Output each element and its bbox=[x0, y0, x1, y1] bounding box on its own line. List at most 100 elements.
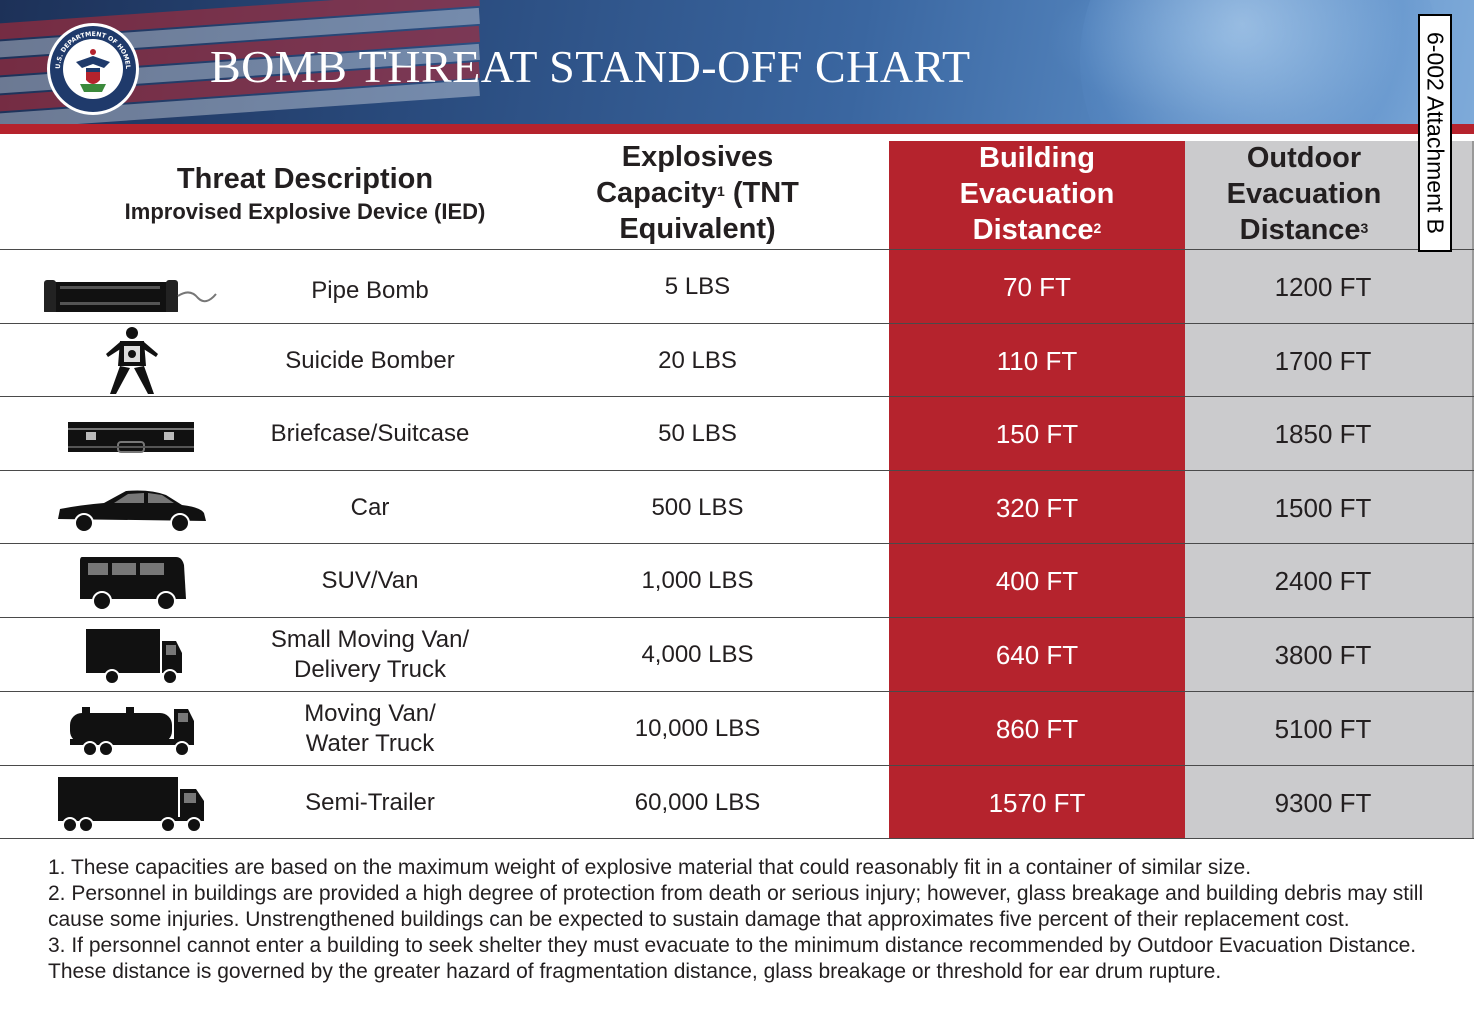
table-row: Small Moving Van/ Delivery Truck 4,000 L… bbox=[0, 618, 1474, 692]
page-title: BOMB THREAT STAND-OFF CHART bbox=[210, 41, 971, 92]
outdoor-column-header: Outdoor Evacuation Distance3 bbox=[1185, 140, 1423, 248]
footnote-ref-3: 3 bbox=[1360, 220, 1369, 236]
row-icon-cell bbox=[40, 397, 220, 471]
row-divider bbox=[0, 691, 1474, 692]
van-icon bbox=[80, 557, 186, 611]
row-icon-cell bbox=[40, 544, 220, 618]
table-right-border bbox=[1472, 141, 1474, 839]
building-header-line: Building bbox=[979, 142, 1095, 174]
row-divider bbox=[0, 765, 1474, 766]
building-distance-cell: 1570 FT bbox=[988, 788, 1086, 818]
explosives-header-suffix: (TNT Equivalent) bbox=[619, 177, 799, 245]
outdoor-header-line: Outdoor bbox=[1246, 142, 1362, 174]
threat-name-cell: Semi-Trailer bbox=[230, 766, 510, 840]
threat-name-cell: SUV/Van bbox=[230, 544, 510, 618]
briefcase-icon bbox=[68, 422, 194, 453]
capacity-cell: 20 LBS bbox=[658, 347, 737, 374]
capacity-cell: 4,000 LBS bbox=[641, 641, 754, 668]
suicide-bomber-icon bbox=[106, 327, 158, 394]
threat-name-cell: Pipe Bomb bbox=[230, 254, 510, 328]
building-column-header: Building Evacuation Distance2 bbox=[889, 140, 1185, 248]
building-distance-cell: 640 FT bbox=[995, 640, 1079, 670]
building-distance-cell: 320 FT bbox=[995, 493, 1079, 523]
footnote-3: 3. If personnel cannot enter a building … bbox=[48, 934, 1417, 983]
building-distance-cell: 110 FT bbox=[996, 346, 1078, 376]
threat-name-line2: Delivery Truck bbox=[293, 656, 447, 683]
row-icon-cell bbox=[40, 471, 220, 545]
capacity-cell: 500 LBS bbox=[651, 494, 744, 521]
attachment-label: 6-002 Attachment B bbox=[1422, 31, 1449, 235]
table-row: Moving Van/ Water Truck 10,000 LBS 860 F… bbox=[0, 692, 1474, 766]
globe-graphic bbox=[1080, 0, 1440, 124]
row-icon-cell bbox=[40, 618, 220, 692]
row-divider bbox=[0, 617, 1474, 618]
capacity-cell: 60,000 LBS bbox=[634, 789, 761, 816]
building-header-line: Evacuation bbox=[959, 178, 1115, 210]
water-truck-icon bbox=[70, 707, 194, 757]
outdoor-distance-cell: 1700 FT bbox=[1274, 346, 1372, 376]
threat-name: Small Moving Van/ bbox=[270, 626, 470, 653]
row-divider bbox=[0, 543, 1474, 544]
threat-name: Car bbox=[350, 494, 390, 521]
row-divider bbox=[0, 323, 1474, 324]
explosives-column-header: Explosives Capacity1 (TNT Equivalent) bbox=[560, 139, 835, 247]
threat-name: Briefcase/Suitcase bbox=[270, 420, 470, 447]
explosives-header-label: Explosives Capacity bbox=[596, 141, 774, 209]
outdoor-distance-cell: 1200 FT bbox=[1274, 272, 1372, 302]
outdoor-distance-cell: 2400 FT bbox=[1274, 566, 1372, 596]
threat-column-header: Threat Description bbox=[176, 163, 434, 195]
outdoor-distance-cell: 9300 FT bbox=[1274, 788, 1372, 818]
row-icon-cell bbox=[40, 692, 220, 766]
footnote-1: 1. These capacities are based on the max… bbox=[48, 856, 1252, 879]
outdoor-distance-cell: 3800 FT bbox=[1274, 640, 1372, 670]
threat-name: Suicide Bomber bbox=[285, 347, 455, 374]
table-row: Pipe Bomb 5 LBS 70 FT 1200 FT bbox=[0, 250, 1474, 324]
outdoor-column-bg bbox=[1185, 141, 1473, 839]
row-divider bbox=[0, 249, 1474, 250]
threat-name: Semi-Trailer bbox=[305, 789, 435, 816]
table-row: SUV/Van 1,000 LBS 400 FT 2400 FT bbox=[0, 544, 1474, 618]
car-icon bbox=[58, 490, 206, 533]
capacity-cell: 10,000 LBS bbox=[634, 715, 761, 742]
outdoor-distance-cell: 1850 FT bbox=[1274, 419, 1372, 449]
threat-name-cell: Moving Van/ Water Truck bbox=[230, 692, 510, 766]
building-distance-cell: 400 FT bbox=[995, 566, 1079, 596]
row-icon-cell bbox=[40, 250, 220, 324]
table-row: Briefcase/Suitcase 50 LBS 150 FT 1850 FT bbox=[0, 397, 1474, 471]
threat-column-subheader: Improvised Explosive Device (IED) bbox=[124, 199, 486, 224]
threat-name-line2: Water Truck bbox=[305, 730, 435, 757]
outdoor-distance-cell: 1500 FT bbox=[1274, 493, 1372, 523]
threat-name: Pipe Bomb bbox=[311, 277, 429, 304]
pipe-bomb-icon bbox=[44, 280, 217, 312]
row-icon-cell bbox=[40, 324, 220, 398]
header-white-rule bbox=[0, 134, 1474, 141]
dhs-seal-icon: U.S. DEPARTMENT OF HOMELAND SECURITY bbox=[46, 22, 139, 115]
delivery-truck-icon bbox=[86, 629, 182, 685]
row-divider bbox=[0, 396, 1474, 397]
capacity-cell: 1,000 LBS bbox=[641, 567, 754, 594]
table-row: Car 500 LBS 320 FT 1500 FT bbox=[0, 471, 1474, 545]
table-row: Suicide Bomber 20 LBS 110 FT 1700 FT bbox=[0, 324, 1474, 398]
threat-name-cell: Small Moving Van/ Delivery Truck bbox=[230, 618, 510, 692]
header-red-rule bbox=[0, 124, 1474, 134]
row-divider bbox=[0, 838, 1474, 839]
threat-name: SUV/Van bbox=[321, 567, 419, 594]
row-icon-cell bbox=[40, 766, 220, 840]
outdoor-header-line: Distance bbox=[1239, 214, 1361, 246]
footnote-ref-2: 2 bbox=[1093, 220, 1102, 236]
threat-name-cell: Suicide Bomber bbox=[230, 324, 510, 398]
outdoor-header-line: Evacuation bbox=[1226, 178, 1382, 210]
building-distance-cell: 150 FT bbox=[995, 419, 1079, 449]
building-header-line: Distance bbox=[972, 214, 1094, 246]
building-distance-cell: 860 FT bbox=[995, 714, 1079, 744]
threat-name-cell: Briefcase/Suitcase bbox=[230, 397, 510, 471]
building-distance-cell: 70 FT bbox=[1003, 272, 1071, 302]
threat-name-cell: Car bbox=[230, 471, 510, 545]
building-column-bg bbox=[889, 141, 1185, 839]
capacity-cell: 5 LBS bbox=[664, 273, 731, 300]
header-banner: U.S. DEPARTMENT OF HOMELAND SECURITY BOM… bbox=[0, 0, 1474, 124]
attachment-tab: 6-002 Attachment B bbox=[1418, 14, 1452, 252]
footnotes: 1. These capacities are based on the max… bbox=[48, 855, 1458, 985]
table-row: Semi-Trailer 60,000 LBS 1570 FT 9300 FT bbox=[0, 766, 1474, 840]
threat-name: Moving Van/ bbox=[304, 700, 436, 727]
